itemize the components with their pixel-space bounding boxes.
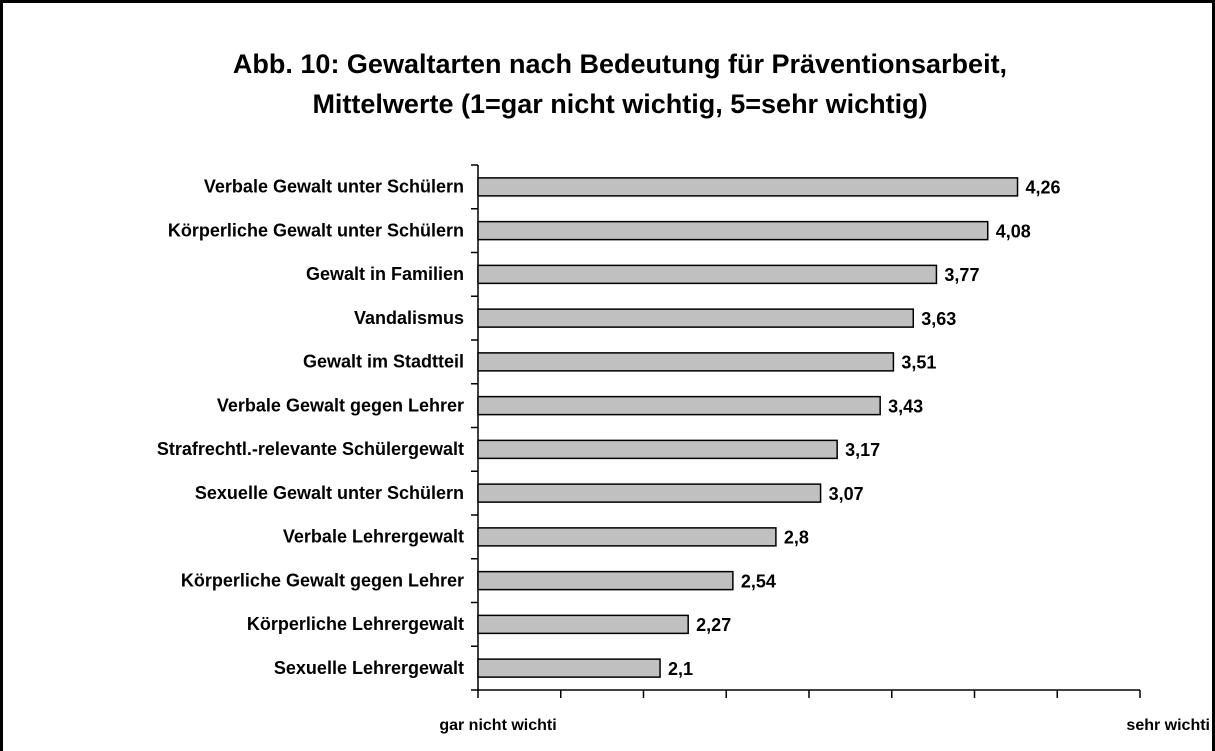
- value-label: 3,63: [921, 309, 956, 329]
- chart-title: Mittelwerte (1=gar nicht wichtig, 5=sehr…: [312, 89, 927, 119]
- category-label: Verbale Gewalt unter Schülern: [204, 177, 464, 197]
- value-label: 4,08: [996, 221, 1031, 241]
- bar: [477, 483, 822, 503]
- value-label: 3,17: [845, 440, 880, 460]
- bar: [477, 308, 915, 328]
- bar: [477, 264, 938, 285]
- value-label: 2,8: [784, 528, 809, 548]
- bar: [477, 220, 989, 241]
- category-label: Verbale Gewalt gegen Lehrer: [217, 395, 464, 415]
- bar: [477, 658, 661, 678]
- bar: [477, 614, 689, 635]
- x-tick-label: gar nicht wichti: [439, 717, 556, 734]
- bar: [477, 527, 777, 547]
- bar: [477, 177, 1019, 197]
- value-label: 3,07: [829, 484, 864, 504]
- category-label: Körperliche Gewalt unter Schülern: [168, 220, 464, 240]
- category-label: Strafrechtl.-relevante Schülergewalt: [157, 439, 464, 459]
- value-label: 2,27: [696, 615, 731, 635]
- category-label: Gewalt im Stadtteil: [303, 352, 464, 372]
- x-tick-label: sehr wichti: [1126, 717, 1210, 734]
- value-label: 3,77: [944, 265, 979, 285]
- value-label: 3,43: [888, 396, 923, 416]
- chart-title: Abb. 10: Gewaltarten nach Bedeutung für …: [233, 49, 1007, 79]
- value-label: 3,51: [901, 353, 936, 373]
- bar: [477, 395, 881, 416]
- category-label: Verbale Lehrergewalt: [283, 527, 464, 547]
- value-label: 2,54: [741, 571, 776, 591]
- bar: [477, 439, 838, 460]
- bar: [477, 352, 895, 372]
- bar: [477, 570, 734, 591]
- value-label: 4,26: [1026, 178, 1061, 198]
- category-label: Körperliche Lehrergewalt: [247, 614, 464, 634]
- category-label: Gewalt in Familien: [306, 264, 464, 284]
- category-label: Vandalismus: [354, 308, 464, 328]
- category-label: Sexuelle Gewalt unter Schülern: [195, 483, 464, 503]
- value-label: 2,1: [668, 659, 693, 679]
- category-label: Körperliche Gewalt gegen Lehrer: [181, 570, 464, 590]
- category-label: Sexuelle Lehrergewalt: [274, 658, 464, 678]
